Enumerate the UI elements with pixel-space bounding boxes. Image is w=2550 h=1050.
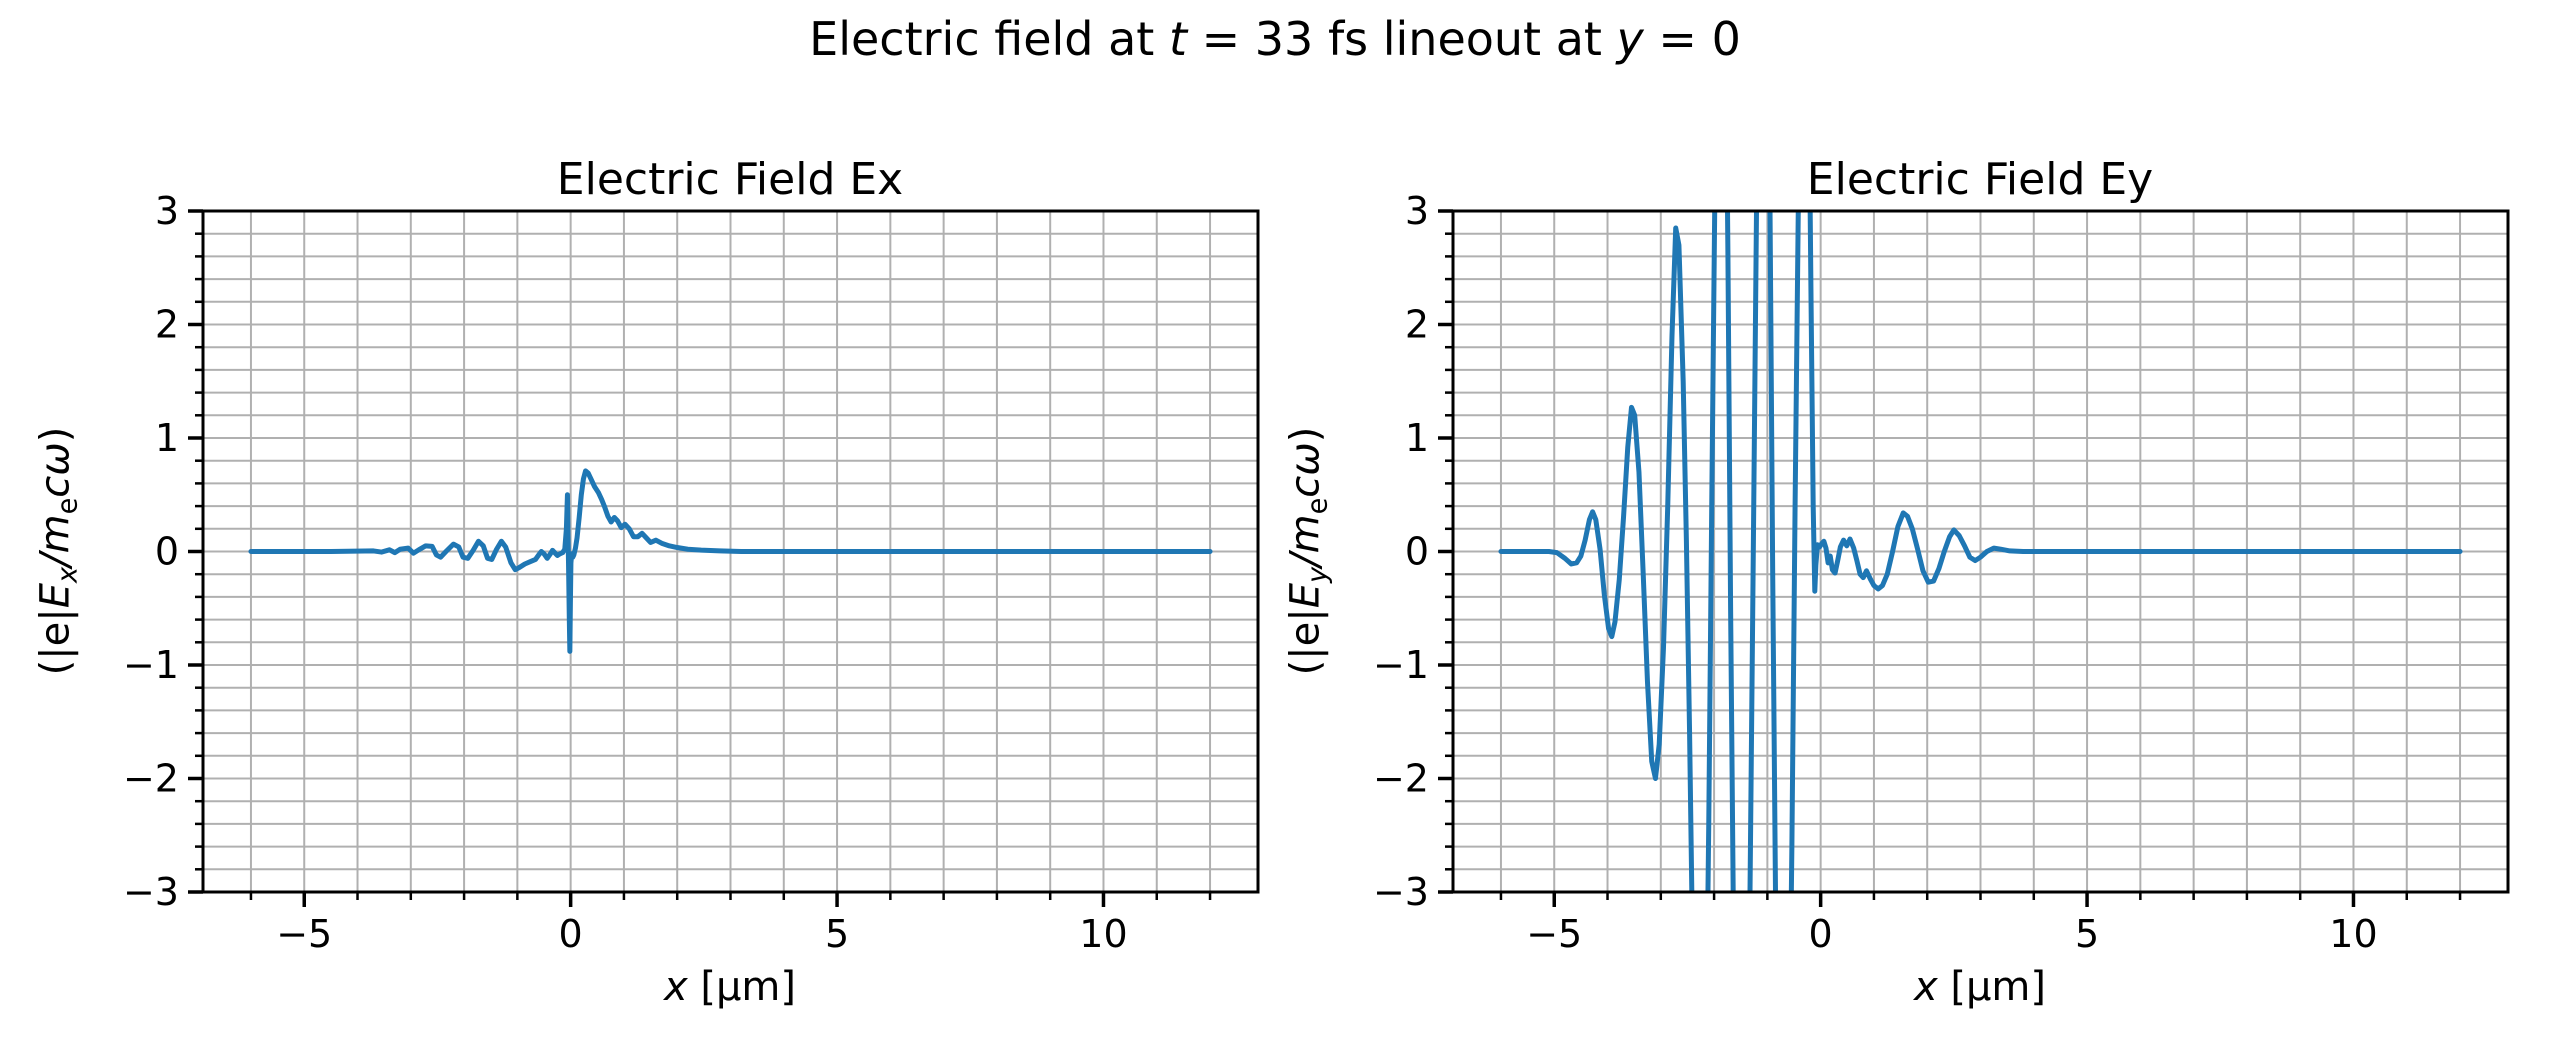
y-tick-label: 2 — [155, 303, 179, 347]
y-tick-label: −1 — [1373, 643, 1429, 687]
text-segment: c — [32, 475, 79, 498]
y-tick-label: 0 — [1405, 530, 1429, 574]
text-segment: Electric field at — [809, 12, 1169, 66]
x-tick-label: 0 — [1809, 912, 1833, 956]
text-segment: [µm] — [687, 964, 797, 1010]
text-segment: ω — [32, 442, 79, 476]
ticks — [1438, 209, 2462, 907]
y-tick-label: −1 — [123, 643, 179, 687]
text-segment: x — [1913, 964, 1938, 1010]
text-segment: e — [52, 497, 84, 515]
y-tick-label: 3 — [155, 189, 179, 233]
subplot-ey-xlabel: x [µm] — [1914, 964, 2046, 1010]
text-segment: x — [663, 964, 688, 1010]
y-tick-label: 0 — [155, 530, 179, 574]
text-segment: = 0 — [1643, 12, 1741, 66]
text-segment: ) — [1282, 426, 1329, 443]
y-tick-label: 3 — [1405, 189, 1429, 233]
text-segment: c — [1282, 475, 1329, 498]
x-tick-label: −5 — [1526, 912, 1582, 956]
text-segment: m — [32, 514, 79, 554]
text-segment: (|e| — [1282, 608, 1329, 676]
x-tick-label: 0 — [559, 912, 583, 956]
x-tick-label: 5 — [2075, 912, 2099, 956]
series-line-Ey — [1498, 211, 2463, 892]
subplot-ey-title: Electric Field Ey — [1806, 154, 2154, 205]
text-segment: E — [1282, 582, 1329, 609]
y-tick-label: 1 — [1405, 416, 1429, 460]
text-segment: [µm] — [1937, 964, 2047, 1010]
subplot-ex-ylabel: (|e|Ex/mecω) — [33, 427, 84, 676]
text-segment: / — [1282, 553, 1329, 567]
subplot-ex-xlabel: x [µm] — [664, 964, 796, 1010]
text-segment: ) — [32, 426, 79, 443]
series-line-Ex — [248, 468, 1213, 654]
y-tick-label: −3 — [1373, 870, 1429, 914]
x-tick-label: −5 — [276, 912, 332, 956]
subplot-ey-ylabel: (|e|Ey/mecω) — [1283, 427, 1334, 676]
ticks — [188, 209, 1212, 907]
text-segment: (|e| — [32, 608, 79, 676]
text-segment: t — [1168, 12, 1188, 66]
text-segment: y — [1302, 566, 1334, 583]
y-tick-label: −3 — [123, 870, 179, 914]
figure-suptitle: Electric field at t = 33 fs lineout at y… — [809, 12, 1741, 66]
y-tick-label: 1 — [155, 416, 179, 460]
text-segment: E — [32, 582, 79, 609]
y-tick-label: −2 — [1373, 757, 1429, 801]
text-segment: m — [1282, 514, 1329, 554]
text-segment: e — [1302, 497, 1334, 515]
text-segment: ω — [1282, 442, 1329, 476]
text-segment: x — [52, 566, 84, 583]
x-tick-label: 10 — [1079, 912, 1127, 956]
text-segment: / — [32, 553, 79, 567]
subplot-ex-title: Electric Field Ex — [556, 154, 904, 205]
x-tick-label: 5 — [825, 912, 849, 956]
y-tick-label: −2 — [123, 757, 179, 801]
text-segment: y — [1616, 12, 1644, 66]
text-segment: = 33 fs lineout at — [1187, 12, 1617, 66]
y-tick-label: 2 — [1405, 303, 1429, 347]
x-tick-label: 10 — [2329, 912, 2377, 956]
